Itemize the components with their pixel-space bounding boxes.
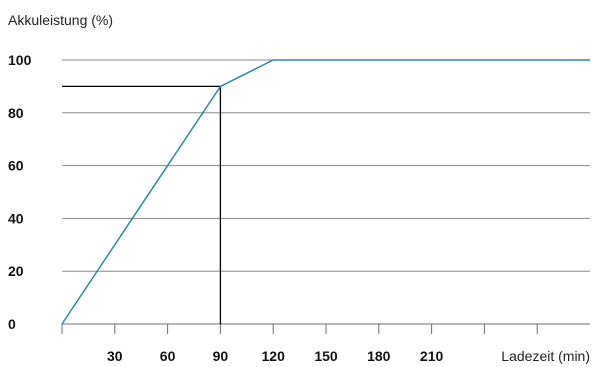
x-tick-label-60: 60 bbox=[160, 348, 176, 364]
x-tick-label-180: 180 bbox=[367, 348, 391, 364]
y-tick-label-100: 100 bbox=[8, 52, 32, 68]
x-tick-label-90: 90 bbox=[213, 348, 229, 364]
tick-labels: 0 20 40 60 80 100 30 60 90 120 150 180 210 bbox=[8, 52, 443, 364]
x-axis-title: Ladezeit (min) bbox=[501, 348, 590, 364]
x-tick-label-30: 30 bbox=[107, 348, 123, 364]
x-tick-label-210: 210 bbox=[420, 348, 444, 364]
y-tick-label-40: 40 bbox=[8, 210, 24, 226]
x-tick-label-120: 120 bbox=[262, 348, 286, 364]
y-axis-title: Akkuleistung (%) bbox=[8, 12, 113, 28]
y-tick-label-0: 0 bbox=[8, 316, 16, 332]
x-tick-label-150: 150 bbox=[314, 348, 338, 364]
x-axis bbox=[61, 323, 590, 334]
grid-lines bbox=[62, 59, 590, 272]
y-tick-label-60: 60 bbox=[8, 158, 24, 174]
series-line-0 bbox=[61, 59, 590, 325]
y-tick-label-80: 80 bbox=[8, 105, 24, 121]
reference-lines bbox=[62, 85, 222, 324]
y-tick-label-20: 20 bbox=[8, 263, 24, 279]
series-layer bbox=[61, 59, 590, 325]
